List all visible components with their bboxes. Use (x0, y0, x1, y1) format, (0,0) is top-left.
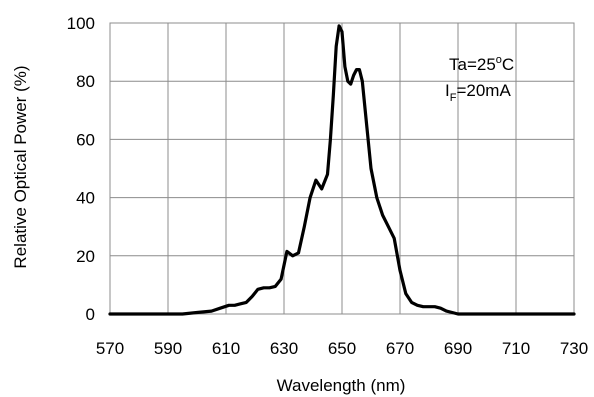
degree-superscript: o (496, 54, 502, 66)
y-tick-label: 100 (67, 14, 95, 33)
y-axis-tick-labels: 0 20 40 60 80 100 (67, 14, 95, 324)
x-tick-label: 690 (444, 339, 472, 358)
annotation-ta-text: Ta=25 (449, 55, 496, 74)
x-tick-label: 710 (502, 339, 530, 358)
x-tick-label: 610 (212, 339, 240, 358)
y-tick-label: 60 (76, 130, 95, 149)
x-tick-label: 670 (386, 339, 414, 358)
y-axis-title: Relative Optical Power (%) (11, 65, 30, 268)
x-tick-label: 570 (96, 339, 124, 358)
x-axis-title: Wavelength (nm) (277, 376, 406, 395)
x-tick-label: 590 (154, 339, 182, 358)
annotation-f-subscript: F (450, 92, 457, 104)
temperature-annotation: Ta=25oC (449, 54, 514, 74)
current-annotation: IF=20mA (445, 81, 511, 104)
x-tick-label: 730 (560, 339, 588, 358)
y-tick-label: 80 (76, 72, 95, 91)
x-axis-tick-labels: 570 590 610 630 650 670 690 710 730 (96, 339, 588, 358)
x-tick-label: 630 (270, 339, 298, 358)
annotation-i-text: I (445, 81, 450, 100)
y-tick-label: 0 (86, 305, 95, 324)
plot-area-border (109, 22, 575, 315)
y-tick-label: 40 (76, 189, 95, 208)
series-line (108, 24, 576, 316)
x-tick-label: 650 (328, 339, 356, 358)
annotation-unit-c: C (502, 55, 514, 74)
y-tick-label: 20 (76, 247, 95, 266)
annotation-current-value: =20mA (456, 81, 511, 100)
